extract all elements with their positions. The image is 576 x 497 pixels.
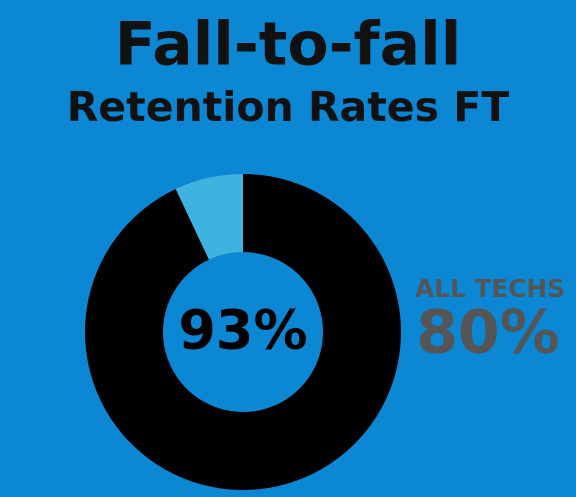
donut-segment <box>84 174 401 491</box>
chart-title: Fall-to-fall <box>115 10 462 80</box>
center-label: 93% <box>178 299 307 362</box>
annotation: ALL TECHS <box>415 274 565 303</box>
annotation: 80% <box>416 298 560 368</box>
chart-subtitle: Retention Rates FT <box>67 83 510 131</box>
donut-segment <box>175 174 243 260</box>
